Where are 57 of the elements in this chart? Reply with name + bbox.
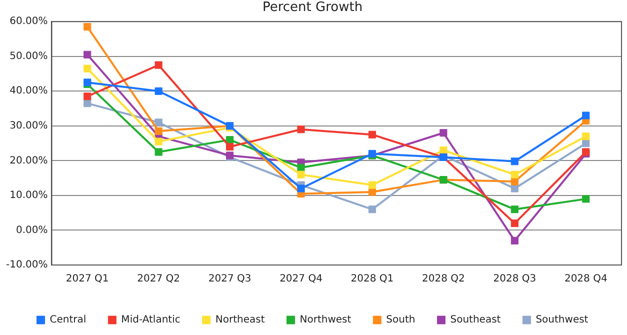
legend-label: Mid-Atlantic	[121, 314, 180, 326]
point	[510, 206, 518, 214]
x-tick-label: 2028 Q3	[493, 274, 536, 285]
point	[154, 87, 162, 95]
point	[368, 130, 376, 138]
legend-label: Central	[50, 314, 86, 326]
point	[510, 219, 518, 228]
point	[84, 50, 92, 58]
point	[582, 112, 590, 120]
y-tick-label: 60.00%	[10, 16, 48, 28]
y-tick-label: 30.00%	[10, 120, 48, 132]
point	[582, 195, 590, 203]
legend-label: Southeast	[450, 314, 501, 326]
point	[440, 146, 448, 154]
point	[297, 126, 305, 134]
y-tick-label: 10.00%	[10, 190, 48, 202]
point	[297, 170, 305, 178]
y-tick-label: 20.00%	[10, 155, 48, 166]
point	[154, 138, 162, 146]
x-tick-label: 2028 Q4	[564, 274, 608, 285]
point	[84, 100, 92, 108]
point	[510, 184, 518, 192]
point	[297, 184, 305, 192]
point	[84, 23, 92, 31]
point	[582, 140, 590, 148]
x-tick-label: 2027 Q2	[137, 274, 180, 285]
legend-label: Northeast	[215, 314, 265, 326]
legend-label: South	[386, 314, 416, 326]
point	[510, 158, 518, 166]
point	[582, 132, 590, 140]
point	[368, 188, 376, 196]
point	[154, 127, 162, 135]
point	[510, 170, 518, 178]
point	[510, 236, 518, 244]
point	[154, 61, 162, 69]
y-tick-label: -10.00%	[6, 260, 48, 271]
point	[368, 181, 376, 189]
y-tick-label: 0.00%	[16, 224, 48, 236]
legend-label: Southwest	[536, 314, 588, 326]
point	[84, 92, 92, 100]
point	[226, 142, 234, 151]
x-tick-label: 2027 Q3	[208, 274, 252, 285]
x-tick-label: 2027 Q4	[280, 274, 322, 285]
point	[440, 129, 448, 137]
point	[154, 148, 162, 156]
x-tick-label: 2028 Q2	[422, 274, 465, 285]
chart-title: Percent Growth	[262, 0, 363, 16]
point	[510, 178, 518, 186]
point	[368, 206, 376, 214]
point	[154, 118, 162, 126]
y-tick-label: 50.00%	[10, 50, 48, 62]
legend-label: Northwest	[300, 314, 352, 326]
x-tick-label: 2027 Q1	[66, 274, 109, 285]
x-tick-label: 2028 Q1	[350, 274, 394, 285]
point	[297, 164, 305, 172]
y-tick-label: 40.00%	[10, 86, 48, 97]
point	[84, 64, 92, 72]
